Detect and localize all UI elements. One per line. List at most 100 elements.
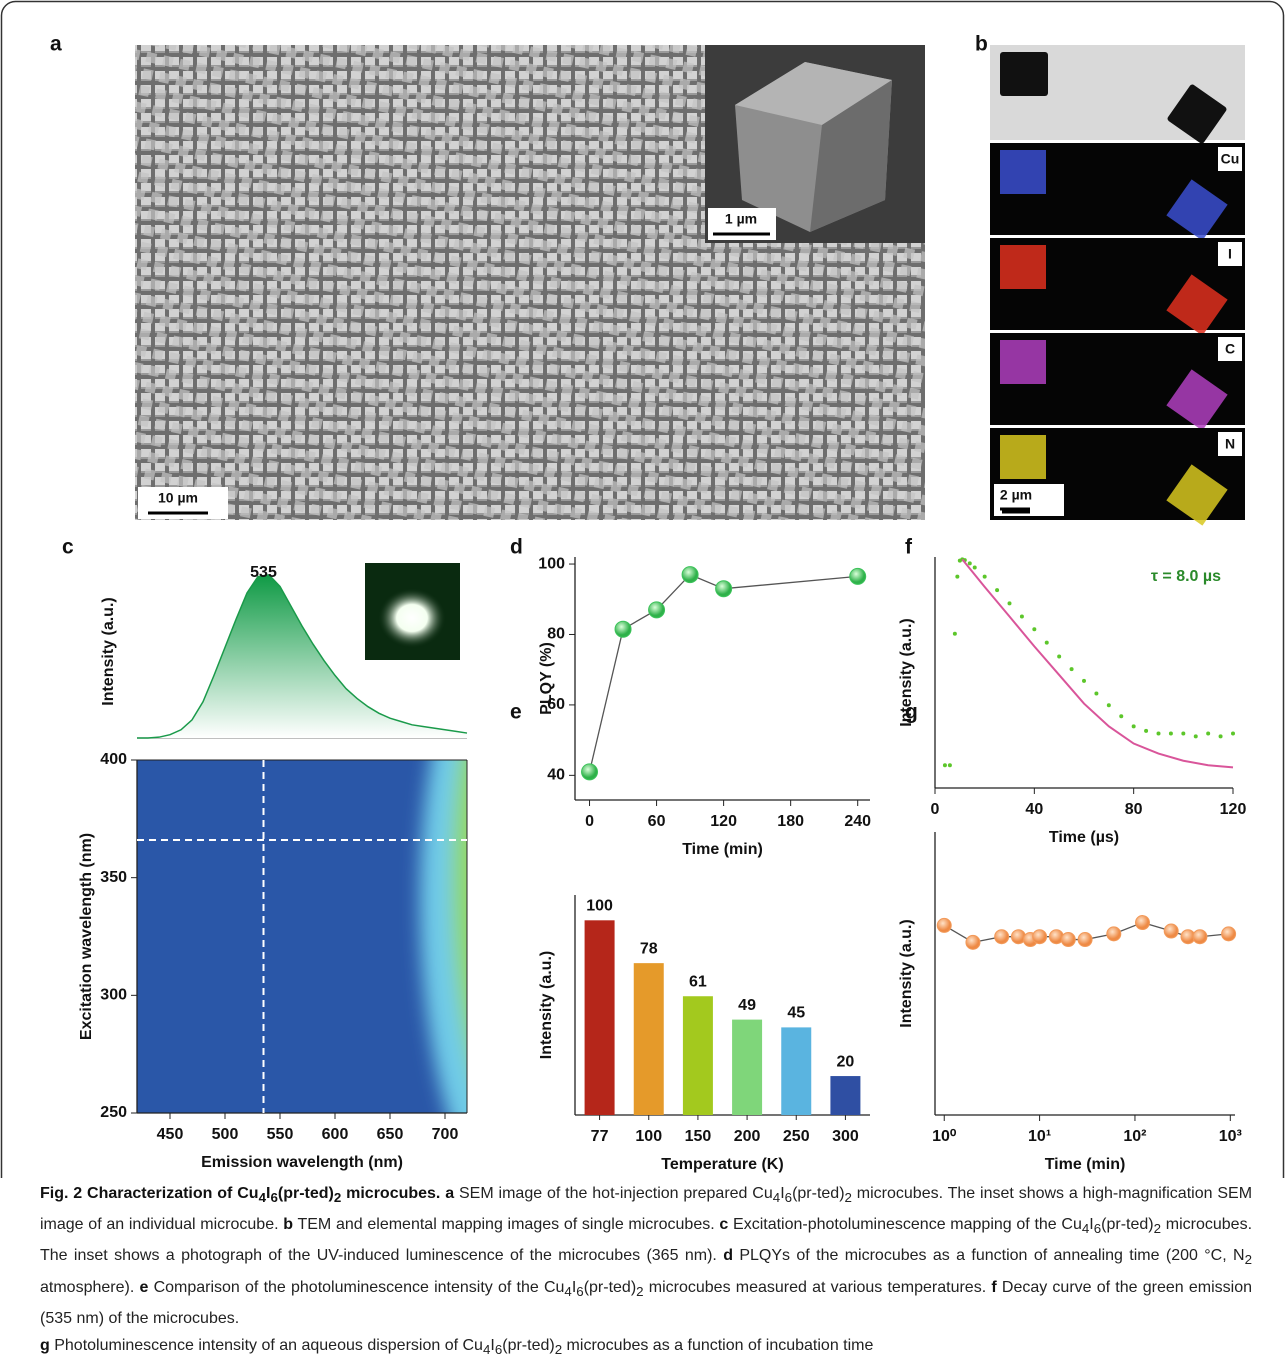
y-axis-label: Excitation wavelength (nm) [78, 833, 95, 1040]
value-label: 49 [738, 997, 756, 1014]
x-axis-label: Emission wavelength (nm) [201, 1154, 403, 1171]
point [966, 935, 980, 949]
page: a 1 µm 10 µm b CuICN2 µm cIntensity (a.u… [0, 0, 1285, 1368]
y-axis-label: Intensity (a.u.) [100, 597, 117, 705]
point [1032, 627, 1036, 631]
caption-text: 4 [259, 1190, 266, 1205]
map-cube [1000, 150, 1046, 194]
caption-text: 2 [555, 1342, 562, 1357]
panel-label: e [510, 701, 522, 724]
point [1136, 916, 1150, 930]
x-tick-label: 600 [322, 1126, 349, 1143]
point [1194, 734, 1198, 738]
y-axis-label: Intensity (a.u.) [538, 951, 555, 1059]
y-tick-label: 350 [100, 869, 127, 886]
element-label: C [1225, 341, 1235, 357]
panel-label: c [62, 536, 74, 559]
point [582, 764, 598, 780]
scale-label: 1 µm [725, 211, 757, 227]
point [943, 763, 947, 767]
point [615, 621, 631, 637]
point [1132, 724, 1136, 728]
bar [830, 1076, 860, 1115]
point [1144, 729, 1148, 733]
caption-text: (pr-ted) [792, 1185, 844, 1202]
peak-label: 535 [250, 564, 277, 581]
caption-text: b [283, 1216, 293, 1233]
point [1206, 731, 1210, 735]
element-label: I [1228, 246, 1232, 262]
point [1157, 731, 1161, 735]
tem-cube [1000, 52, 1048, 96]
point [937, 918, 951, 932]
caption-text: 6 [785, 1190, 792, 1205]
x-tick-label: 10¹ [1028, 1128, 1051, 1145]
value-label: 20 [837, 1053, 855, 1070]
x-tick-label: 60 [648, 813, 666, 830]
scale-label: 10 µm [158, 490, 198, 506]
point [1078, 933, 1092, 947]
caption-text: d [723, 1247, 733, 1264]
x-axis-label: Temperature (K) [661, 1156, 783, 1173]
x-tick-label: 550 [267, 1126, 294, 1143]
panel-label: f [905, 536, 913, 559]
x-tick-label: 100 [635, 1128, 662, 1145]
point [649, 602, 665, 618]
fit-line [962, 559, 1233, 767]
x-axis-label: Time (min) [682, 841, 763, 858]
bar [732, 1020, 762, 1115]
x-tick-label: 450 [157, 1126, 184, 1143]
panel-label: d [510, 536, 523, 559]
bar [683, 996, 713, 1115]
x-tick-label: 250 [783, 1128, 810, 1145]
annotation: τ = 8.0 µs [1151, 568, 1221, 585]
point [716, 581, 732, 597]
y-tick-label: 250 [100, 1104, 127, 1121]
panel-label: a [50, 33, 62, 56]
point [1119, 714, 1123, 718]
x-tick-label: 180 [777, 813, 804, 830]
caption-text: g [40, 1337, 50, 1354]
caption-text: microcubes. [341, 1185, 440, 1202]
panel-label: b [975, 33, 988, 56]
y-axis-label: Intensity (a.u.) [898, 919, 915, 1027]
x-tick-label: 650 [377, 1126, 404, 1143]
caption-text: atmosphere). [40, 1279, 139, 1296]
x-tick-label: 77 [591, 1128, 609, 1145]
x-tick-label: 300 [832, 1128, 859, 1145]
point [1020, 615, 1024, 619]
caption-text: c [719, 1216, 728, 1233]
x-tick-label: 700 [432, 1126, 459, 1143]
bar [781, 1027, 811, 1115]
caption-text: PLQYs of the microcubes as a function of… [733, 1247, 1245, 1264]
point [1008, 601, 1012, 605]
caption-text: Fig. 2 Characterization of Cu [40, 1185, 259, 1202]
bar [634, 963, 664, 1115]
point [1061, 933, 1075, 947]
caption-text: 2 [636, 1284, 643, 1299]
map-cube [1000, 435, 1046, 479]
x-tick-label: 10³ [1219, 1128, 1242, 1145]
point [1094, 692, 1098, 696]
photo-glow [378, 588, 446, 648]
element-label: N [1225, 436, 1235, 452]
caption-text: a [440, 1185, 454, 1202]
x-tick-label: 120 [1220, 801, 1247, 818]
caption-text: (pr-ted) [1101, 1216, 1153, 1233]
caption-text: 6 [576, 1284, 583, 1299]
caption: Fig. 2 Characterization of Cu4I6(pr-ted)… [40, 1180, 1252, 1363]
x-axis-label: Time (µs) [1049, 829, 1119, 846]
caption-text: Excitation-photoluminescence mapping of … [728, 1216, 1082, 1233]
element-label: Cu [1221, 151, 1240, 167]
caption-text: microcubes as a function of incubation t… [562, 1337, 873, 1354]
y-tick-label: 80 [547, 626, 565, 643]
x-tick-label: 150 [685, 1128, 712, 1145]
point [850, 568, 866, 584]
y-tick-label: 100 [538, 555, 565, 572]
point [682, 567, 698, 583]
caption-text: 2 [845, 1190, 852, 1205]
y-tick-label: 40 [547, 767, 565, 784]
y-tick-label: 400 [100, 751, 127, 768]
caption-text: (pr-ted) [278, 1185, 334, 1202]
point [948, 763, 952, 767]
